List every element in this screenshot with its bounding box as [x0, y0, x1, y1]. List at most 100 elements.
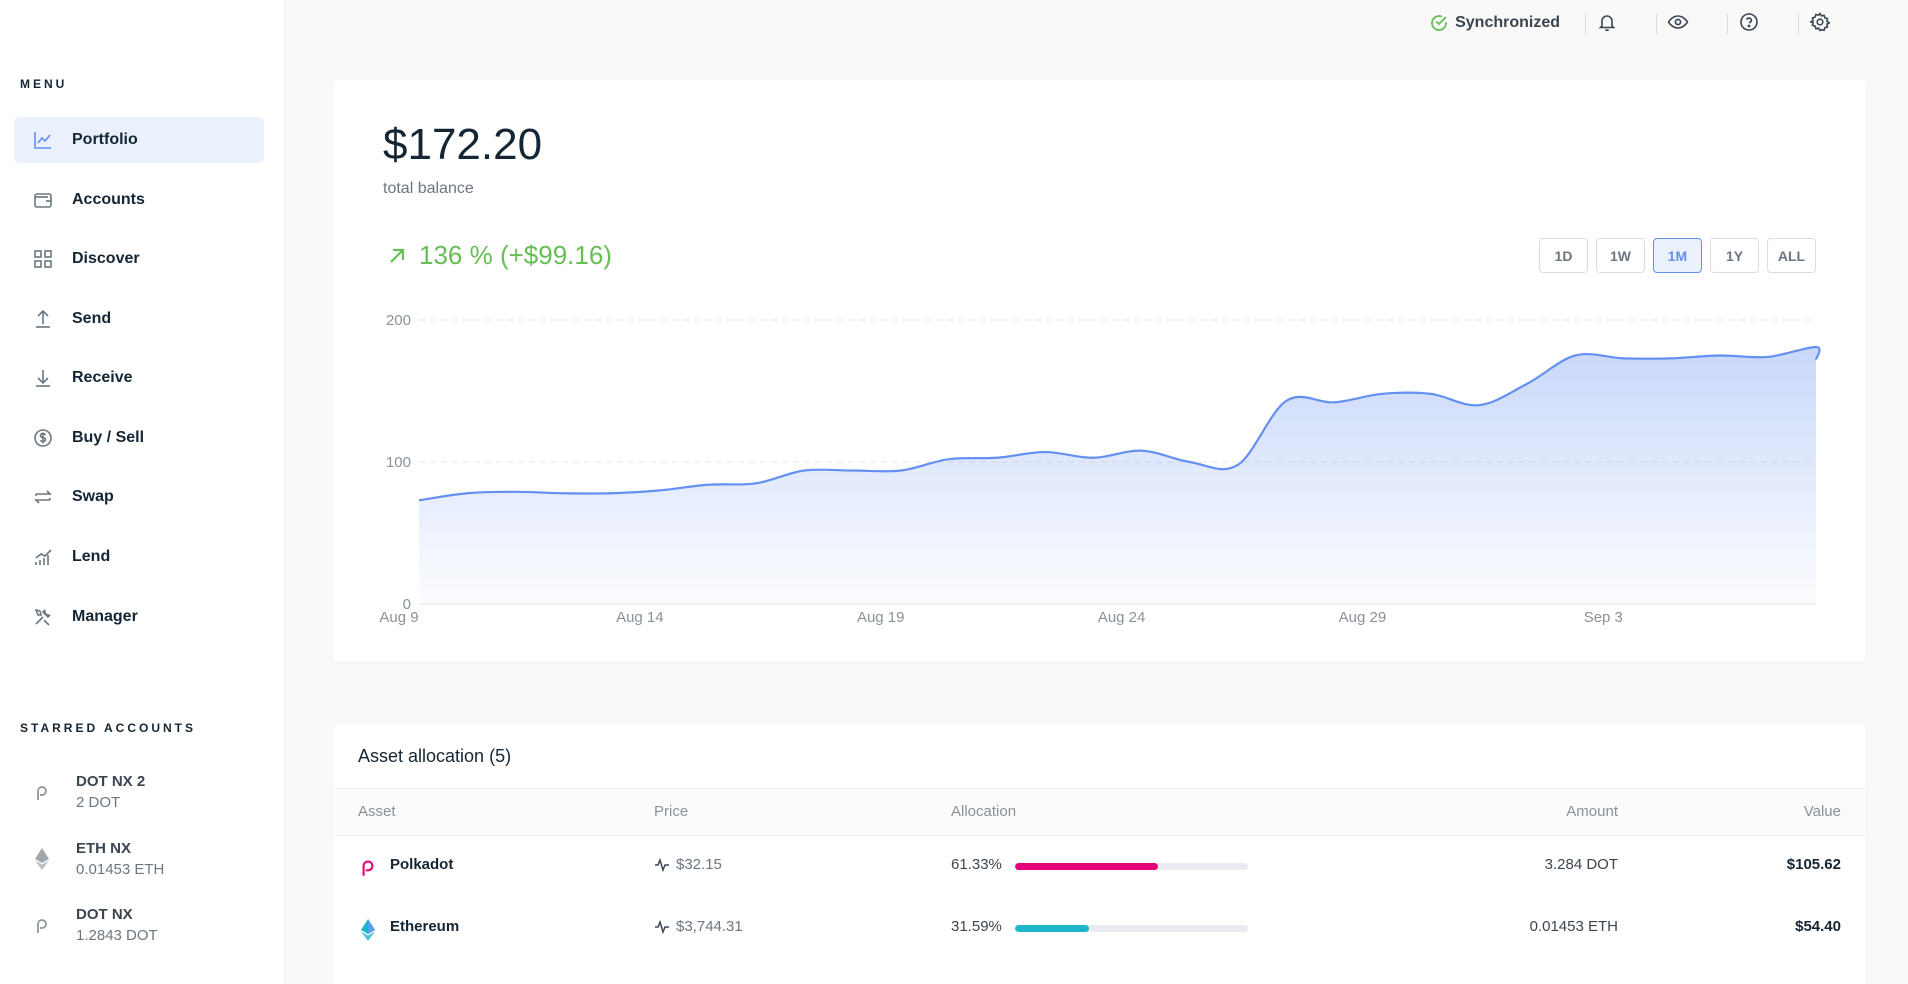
- sidebar: MENU Portfolio Accounts Discover Send Re…: [0, 0, 285, 984]
- sidebar-item-discover[interactable]: Discover: [14, 236, 264, 282]
- check-circle-icon: [1429, 13, 1449, 33]
- range-1w-button[interactable]: 1W: [1596, 238, 1645, 273]
- sidebar-item-manager[interactable]: Manager: [14, 594, 264, 640]
- toggle-visibility-button[interactable]: [1666, 12, 1690, 36]
- tools-icon: [32, 606, 54, 628]
- asset-amount: 3.284 DOT: [1544, 856, 1618, 873]
- asset-price: $3,744.31: [654, 918, 743, 935]
- asset-allocation-card: Asset allocation (5) Asset Price Allocat…: [333, 724, 1866, 984]
- column-header-asset: Asset: [358, 803, 396, 820]
- starred-account-balance: 1.2843 DOT: [76, 927, 158, 944]
- dollar-circle-icon: [32, 427, 54, 449]
- starred-account-name: ETH NX: [76, 840, 132, 857]
- y-tick-label: 200: [386, 312, 411, 329]
- asset-name: Polkadot: [390, 856, 454, 873]
- sidebar-item-label: Lend: [72, 548, 111, 565]
- divider: [1585, 14, 1586, 34]
- allocation-bar-fill: [1015, 925, 1089, 932]
- asset-price: $32.15: [654, 856, 722, 873]
- sidebar-item-lend[interactable]: Lend: [14, 534, 264, 580]
- sidebar-item-label: Buy / Sell: [72, 429, 145, 446]
- y-tick-label: 0: [403, 596, 411, 613]
- sidebar-item-receive[interactable]: Receive: [14, 355, 264, 401]
- starred-account-balance: 0.01453 ETH: [76, 861, 165, 878]
- notifications-button[interactable]: [1595, 12, 1619, 36]
- lend-chart-icon: [32, 546, 54, 568]
- x-tick-label: Aug 9: [379, 609, 418, 626]
- asset-price-value: $3,744.31: [676, 918, 743, 935]
- eye-icon: [1667, 12, 1689, 37]
- arrow-up-right-icon: [385, 244, 409, 268]
- range-1d-button[interactable]: 1D: [1539, 238, 1588, 273]
- table-row[interactable]: Ethereum $3,744.31 31.59% 0.01453 ETH $5…: [333, 898, 1866, 960]
- x-tick-label: Aug 24: [1098, 609, 1146, 626]
- starred-account-name: DOT NX 2: [76, 773, 146, 790]
- upload-arrow-icon: [32, 308, 54, 330]
- balance-line: [418, 345, 1821, 502]
- allocation-bar: [1015, 925, 1248, 932]
- x-tick-label: Sep 3: [1584, 609, 1623, 626]
- column-header-price: Price: [654, 803, 689, 820]
- starred-account-item[interactable]: DOT NX 1.2843 DOT: [30, 900, 260, 950]
- sidebar-item-send[interactable]: Send: [14, 296, 264, 342]
- allocation-bar-fill: [1015, 863, 1158, 870]
- asset-allocation-title: Asset allocation (5): [358, 746, 512, 766]
- total-balance-amount: $172.20: [383, 120, 543, 169]
- balance-chart[interactable]: 0 100 200 Aug 9 Aug 14 Aug 19 Aug 24 Aug 29 Sep …: [333, 80, 1866, 662]
- help-button[interactable]: [1737, 12, 1761, 36]
- sidebar-item-label: Receive: [72, 369, 133, 386]
- help-icon: [1739, 12, 1759, 37]
- settings-icon: [1808, 11, 1831, 37]
- y-tick-label: 100: [386, 454, 411, 471]
- balance-change: 136 % (+$99.16): [385, 240, 612, 271]
- sidebar-item-label: Swap: [72, 488, 114, 505]
- grid-icon: [32, 248, 54, 270]
- starred-accounts-title: STARRED ACCOUNTS: [20, 721, 196, 735]
- x-tick-label: Aug 19: [857, 609, 905, 626]
- range-all-button[interactable]: ALL: [1767, 238, 1816, 273]
- polkadot-icon: [30, 913, 54, 937]
- menu-title: MENU: [20, 77, 68, 91]
- balance-area-fill: [419, 346, 1820, 604]
- asset-name: Ethereum: [390, 918, 460, 935]
- starred-account-balance: 2 DOT: [76, 794, 121, 811]
- range-1y-button[interactable]: 1Y: [1710, 238, 1759, 273]
- sync-status[interactable]: Synchronized: [1429, 13, 1560, 33]
- asset-value: $54.40: [1795, 918, 1841, 935]
- sidebar-item-label: Portfolio: [72, 131, 138, 148]
- pulse-icon: [654, 919, 670, 935]
- table-header: Asset Price Allocation Amount Value: [333, 788, 1866, 836]
- divider: [1656, 14, 1657, 34]
- top-bar: Synchronized: [285, 0, 1908, 48]
- settings-button[interactable]: [1808, 11, 1832, 37]
- sidebar-item-label: Send: [72, 310, 112, 327]
- sidebar-item-buy-sell[interactable]: Buy / Sell: [14, 415, 264, 461]
- divider: [1727, 14, 1728, 34]
- pulse-icon: [654, 857, 670, 873]
- starred-account-name: DOT NX: [76, 906, 133, 923]
- starred-account-item[interactable]: DOT NX 2 2 DOT: [30, 767, 260, 817]
- divider: [1798, 14, 1799, 34]
- starred-account-item[interactable]: ETH NX 0.01453 ETH: [30, 834, 260, 884]
- sidebar-item-label: Accounts: [72, 191, 145, 208]
- sidebar-item-portfolio[interactable]: Portfolio: [14, 117, 264, 163]
- balance-change-value: 136 % (+$99.16): [419, 240, 612, 270]
- sidebar-item-label: Manager: [72, 608, 138, 625]
- chart-line-icon: [32, 129, 54, 151]
- sync-label: Synchronized: [1455, 14, 1560, 31]
- sidebar-item-swap[interactable]: Swap: [14, 474, 264, 520]
- sidebar-item-accounts[interactable]: Accounts: [14, 177, 264, 223]
- x-tick-label: Aug 29: [1339, 609, 1387, 626]
- asset-allocation-percent: 31.59%: [951, 918, 1002, 935]
- range-selector: 1D 1W 1M 1Y ALL: [1539, 238, 1816, 273]
- column-header-allocation: Allocation: [951, 803, 1017, 820]
- x-tick-label: Aug 14: [616, 609, 664, 626]
- ethereum-icon: [30, 847, 54, 871]
- table-row[interactable]: Polkadot $32.15 61.33% 3.284 DOT $105.62: [333, 836, 1866, 898]
- asset-value: $105.62: [1786, 856, 1841, 873]
- balance-card: $172.20 total balance 136 % (+$99.16) 1D…: [333, 80, 1866, 662]
- range-1m-button[interactable]: 1M: [1653, 238, 1702, 273]
- swap-arrows-icon: [32, 486, 54, 508]
- allocation-bar: [1015, 863, 1248, 870]
- download-arrow-icon: [32, 367, 54, 389]
